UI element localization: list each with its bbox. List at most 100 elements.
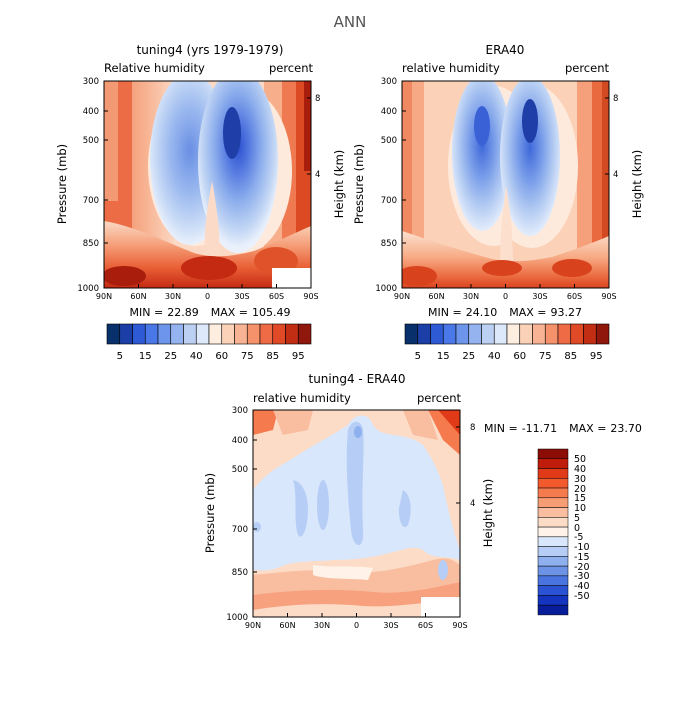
colorbar-cell: [272, 323, 286, 345]
colorbar-cell: [417, 323, 431, 345]
colorbar-cell: [259, 323, 274, 345]
colorbar-label: 60: [215, 351, 228, 362]
colorbar-cell: [537, 448, 569, 460]
min-max-stats: MIN = -11.71 MAX = 23.70: [484, 422, 642, 435]
y-tick-label: 700: [381, 196, 397, 206]
y-ticks: [402, 80, 609, 289]
panel-title: tuning4 (yrs 1979-1979): [137, 43, 284, 57]
y-tick-labels: 300 400 500 700 850 1000: [77, 77, 99, 294]
variable-label: Relative humidity: [104, 61, 205, 75]
colorbar-cell: [537, 507, 569, 518]
y-tick-label: 300: [381, 77, 397, 87]
y-tick-label: 700: [83, 196, 99, 206]
y-axis-label-right: Height (km): [332, 150, 346, 219]
height-tick-label: 4: [470, 499, 475, 509]
x-tick-label: 90N: [394, 292, 410, 301]
colorbar-cell: [537, 478, 569, 489]
colorbar-labels: 50 40 30 20 15 10 5 0 -5 -10 -15 -20 -30…: [574, 454, 590, 602]
y-tick-label: 850: [381, 239, 397, 249]
y-tick-label: 300: [83, 77, 99, 87]
min-label: MIN =: [484, 422, 518, 435]
x-tick-label: 60N: [130, 292, 146, 301]
max-value: 23.70: [610, 422, 642, 435]
colorbar-label: -15: [574, 552, 590, 563]
height-tick-label: 4: [613, 170, 618, 180]
colorbar-labels: 5 15 25 40 60 75 85 95: [117, 351, 305, 362]
colorbar-cell: [570, 323, 584, 345]
y-tick-label: 850: [232, 568, 248, 578]
colorbar-label: 85: [564, 351, 577, 362]
colorbar-label: 75: [539, 351, 552, 362]
colorbar-cell: [595, 323, 610, 345]
variable-label: relative humidity: [402, 61, 500, 75]
colorbar-label: 10: [574, 503, 586, 514]
colorbar-cell: [455, 323, 470, 345]
colorbar-label: 75: [241, 351, 254, 362]
colorbar-cell: [537, 556, 569, 567]
plot-area: 300 400 500 700 850 1000 8 4 90N 60N 30N…: [375, 77, 618, 301]
x-tick-label: 30N: [463, 292, 479, 301]
colorbar-cell: [404, 323, 419, 345]
min-max-stats: MIN = 24.10 MAX = 93.27: [428, 306, 582, 319]
y-axis-label: Pressure (mb): [352, 144, 366, 224]
page-title: ANN: [334, 13, 367, 31]
y-tick-label: 1000: [77, 284, 99, 294]
height-tick-labels: 8 4: [315, 94, 320, 180]
y-tick-label: 500: [83, 136, 99, 146]
panel-obs: ERA40 relative humidity percent: [352, 43, 644, 362]
units-label: percent: [269, 61, 314, 75]
x-tick-label: 0: [354, 621, 359, 630]
panel-model: tuning4 (yrs 1979-1979) Relative humidit…: [55, 43, 346, 362]
colorbar-cell: [537, 546, 569, 557]
x-tick-label: 90S: [303, 292, 318, 301]
colorbar-label: -30: [574, 571, 590, 582]
x-tick-label: 60S: [418, 621, 433, 630]
colorbar-labels: 5 15 25 40 60 75 85 95: [415, 351, 603, 362]
height-tick-labels: 8 4: [613, 94, 618, 180]
colorbar-cell: [537, 595, 569, 606]
colorbar-cell: [537, 585, 569, 596]
colorbar-label: 40: [574, 464, 586, 475]
colorbar-label: 20: [574, 484, 586, 495]
y-tick-label: 1000: [226, 613, 248, 623]
colorbar-label: 15: [437, 351, 450, 362]
colorbar-cell: [106, 323, 121, 345]
colorbar-cell: [537, 575, 569, 586]
colorbar-cell: [583, 323, 597, 345]
x-tick-label: 0: [205, 292, 210, 301]
y-tick-label: 300: [232, 406, 248, 416]
height-tick-label: 8: [613, 94, 618, 104]
colorbar-cell: [119, 323, 133, 345]
panel-title: ERA40: [486, 43, 525, 57]
height-tick-label: 4: [315, 170, 320, 180]
colorbar-cell: [285, 323, 299, 345]
x-tick-labels: 90N 60N 30N 0 30S 60S 90S: [245, 621, 468, 630]
colorbar-cell: [532, 323, 546, 345]
max-label: MAX =: [211, 306, 248, 319]
y-tick-label: 700: [232, 525, 248, 535]
x-tick-labels: 90N 60N 30N 0 30S 60S 90S: [394, 292, 617, 301]
colorbar-label: 25: [164, 351, 177, 362]
colorbar-label: 60: [513, 351, 526, 362]
colorbar-cell: [481, 323, 495, 345]
x-tick-label: 60S: [567, 292, 582, 301]
x-tick-label: 30S: [383, 621, 398, 630]
min-label: MIN =: [130, 306, 164, 319]
x-tick-label: 60N: [428, 292, 444, 301]
colorbar-cell: [557, 323, 572, 345]
colorbar-label: -10: [574, 542, 590, 553]
colorbar-cell: [506, 323, 521, 345]
x-tick-label: 60S: [269, 292, 284, 301]
height-tick-labels: 8 4: [470, 423, 475, 509]
colorbar-obs: 5 15 25 40 60 75 85 95: [404, 323, 610, 362]
y-ticks: [103, 80, 312, 289]
min-value: 24.10: [466, 306, 498, 319]
max-value: 93.27: [550, 306, 582, 319]
colorbar-label: 5: [574, 513, 580, 524]
colorbar-model: 5 15 25 40 60 75 85 95: [106, 323, 312, 362]
x-tick-label: 30N: [165, 292, 181, 301]
y-axis-label: Pressure (mb): [203, 473, 217, 553]
colorbar-cell: [537, 565, 569, 577]
colorbar-label: 0: [574, 523, 580, 534]
